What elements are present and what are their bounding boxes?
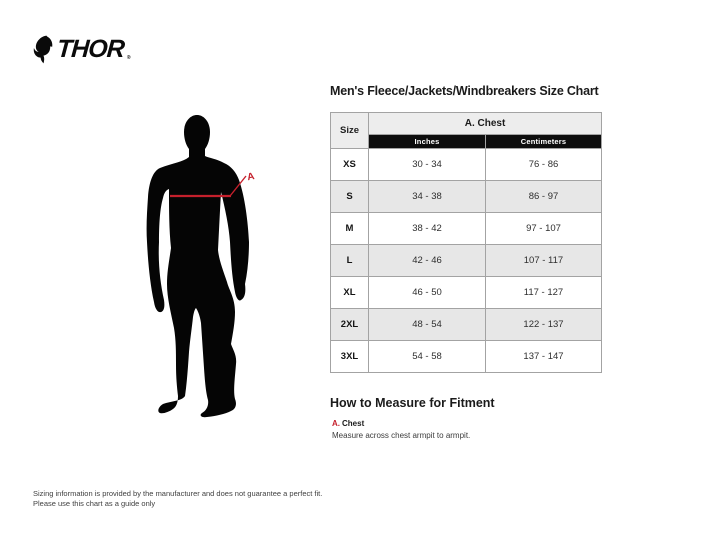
inches-cell: 42 - 46 [368, 244, 486, 277]
table-row: 2XL 48 - 54 122 - 137 [330, 308, 602, 341]
centimeters-cell: 122 - 137 [485, 308, 602, 341]
centimeters-column-header: Centimeters [485, 134, 602, 149]
measure-item-letter: A. [332, 419, 340, 428]
inches-cell: 30 - 34 [368, 148, 486, 181]
inches-column-header: Inches [368, 134, 486, 149]
centimeters-cell: 76 - 86 [485, 148, 602, 181]
size-cell: 3XL [330, 340, 369, 373]
measure-guide-heading: How to Measure for Fitment [330, 396, 495, 410]
centimeters-cell: 117 - 127 [485, 276, 602, 309]
brand-logo: THOR ® [33, 34, 131, 64]
table-row: XS 30 - 34 76 - 86 [330, 148, 602, 181]
chest-group-header: A. Chest [368, 112, 602, 135]
size-chart-table: Size A. Chest Inches Centimeters XS 30 -… [330, 112, 602, 373]
chest-annotation-letter: A [246, 171, 255, 183]
table-row: 3XL 54 - 58 137 - 147 [330, 340, 602, 373]
brand-logo-text: THOR [56, 35, 125, 63]
size-cell: 2XL [330, 308, 369, 341]
size-cell: M [330, 212, 369, 245]
size-chart-panel: Men's Fleece/Jackets/Windbreakers Size C… [330, 84, 615, 441]
table-row: M 38 - 42 97 - 107 [330, 212, 602, 245]
inches-cell: 48 - 54 [368, 308, 486, 341]
size-cell: XL [330, 276, 369, 309]
registered-trademark-mark: ® [126, 55, 131, 61]
inches-cell: 46 - 50 [368, 276, 486, 309]
table-row: S 34 - 38 86 - 97 [330, 180, 602, 213]
inches-cell: 38 - 42 [368, 212, 486, 245]
size-cell: S [330, 180, 369, 213]
disclaimer-text: Sizing information is provided by the ma… [33, 489, 322, 509]
centimeters-cell: 86 - 97 [485, 180, 602, 213]
table-row: L 42 - 46 107 - 117 [330, 244, 602, 277]
measure-guide-item: A. Chest Measure across chest armpit to a… [332, 419, 615, 441]
chest-measure-leader-line [229, 175, 247, 197]
size-cell: L [330, 244, 369, 277]
body-measurement-figure: A [146, 115, 255, 418]
inches-cell: 34 - 38 [368, 180, 486, 213]
thor-helmet-icon [33, 35, 53, 64]
size-cell: XS [330, 148, 369, 181]
centimeters-cell: 137 - 147 [485, 340, 602, 373]
disclaimer-line-1: Sizing information is provided by the ma… [33, 489, 323, 498]
measure-item-name: Chest [342, 419, 365, 428]
size-column-header: Size [330, 112, 369, 149]
male-silhouette [146, 115, 249, 418]
table-row: XL 46 - 50 117 - 127 [330, 276, 602, 309]
measure-item-label: A. Chest [332, 419, 615, 429]
centimeters-cell: 107 - 117 [485, 244, 602, 277]
size-chart-title: Men's Fleece/Jackets/Windbreakers Size C… [330, 84, 599, 98]
disclaimer-line-2: Please use this chart as a guide only [33, 499, 156, 508]
centimeters-cell: 97 - 107 [485, 212, 602, 245]
inches-cell: 54 - 58 [368, 340, 486, 373]
measure-item-description: Measure across chest armpit to armpit. [332, 431, 471, 440]
